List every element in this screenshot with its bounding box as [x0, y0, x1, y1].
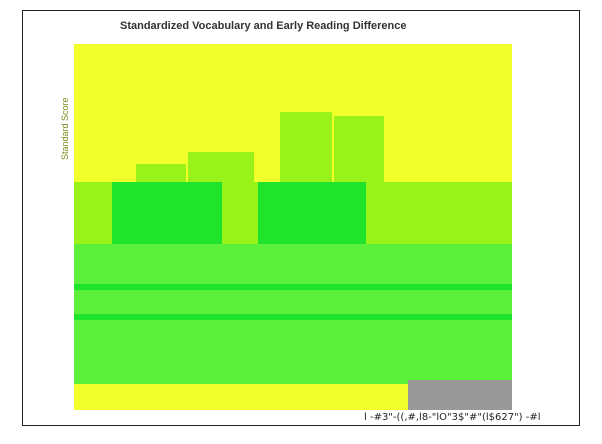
- plot-area: [74, 44, 512, 410]
- upper-block-3: [334, 116, 384, 182]
- plot-svg: [74, 44, 512, 410]
- lower-strip-14: [74, 314, 512, 320]
- y-axis-label: Standard Score: [60, 97, 70, 160]
- chart-title: Standardized Vocabulary and Early Readin…: [120, 20, 407, 32]
- upper-block-1: [188, 152, 254, 182]
- gray-block-15: [408, 380, 512, 410]
- lower-strip-13: [74, 284, 512, 290]
- upper-block-0: [136, 164, 186, 182]
- upper-block-2: [280, 112, 332, 182]
- lower-band-11: [74, 244, 512, 274]
- chart-footer: l -#3"-((,#,l8-"lO"3$"#"(l$627") -#l: [364, 412, 541, 423]
- band-light-10: [366, 182, 512, 252]
- lower-band-12: [74, 274, 512, 384]
